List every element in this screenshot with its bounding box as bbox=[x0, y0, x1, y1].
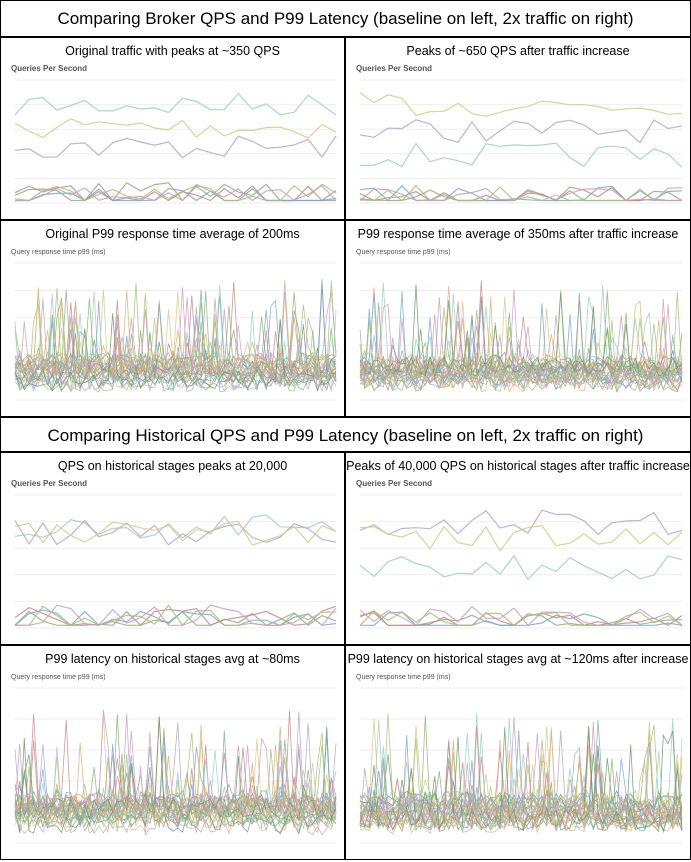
chart-line bbox=[359, 758, 683, 834]
chart-line bbox=[359, 291, 683, 381]
section-title: Comparing Historical QPS and P99 Latency… bbox=[0, 417, 691, 452]
panel-caption: Peaks of ~650 QPS after traffic increase bbox=[406, 44, 630, 58]
chart-line bbox=[359, 319, 683, 392]
chart-line bbox=[14, 303, 337, 393]
chart-label: Query response time p99 (ms) bbox=[356, 249, 451, 256]
chart-line bbox=[359, 298, 683, 387]
chart-line bbox=[359, 291, 683, 386]
chart-line bbox=[14, 709, 337, 817]
panel: P99 response time average of 350ms after… bbox=[345, 220, 691, 417]
chart-screenshot: Queries Per Second bbox=[356, 64, 683, 204]
chart-label: Query response time p99 (ms) bbox=[11, 674, 106, 681]
panel-caption: P99 latency on historical stages avg at … bbox=[347, 652, 689, 666]
chart-line bbox=[14, 287, 337, 377]
chart-screenshot: Query response time p99 (ms) bbox=[11, 674, 337, 844]
chart-label: Queries Per Second bbox=[356, 64, 432, 73]
chart-line bbox=[14, 726, 337, 825]
panel: Original traffic with peaks at ~350 QPS Q… bbox=[0, 37, 345, 220]
chart-line bbox=[14, 135, 337, 159]
chart-screenshot: Query response time p99 (ms) bbox=[356, 674, 683, 844]
chart-line bbox=[14, 771, 337, 830]
panel-caption: QPS on historical stages peaks at 20,000 bbox=[57, 459, 288, 473]
chart-line bbox=[14, 316, 337, 392]
chart-line bbox=[359, 92, 683, 117]
chart-screenshot: Queries Per Second bbox=[356, 479, 683, 629]
chart-line bbox=[359, 184, 683, 202]
chart-line bbox=[359, 727, 683, 833]
panel-caption: P99 latency on historical stages avg at … bbox=[45, 652, 300, 666]
panel: Peaks of ~650 QPS after traffic increase… bbox=[345, 37, 691, 220]
chart-line bbox=[359, 119, 683, 144]
panel-caption: Peaks of 40,000 QPS on historical stages… bbox=[346, 459, 690, 473]
chart-line bbox=[359, 320, 683, 377]
chart-line bbox=[359, 610, 683, 627]
chart-label: Queries Per Second bbox=[356, 479, 432, 488]
chart-line bbox=[359, 282, 683, 374]
chart-line bbox=[359, 142, 683, 168]
section-title: Comparing Broker QPS and P99 Latency (ba… bbox=[0, 0, 691, 37]
panel-caption: P99 response time average of 350ms after… bbox=[357, 227, 679, 241]
chart-line bbox=[14, 716, 337, 822]
chart-line bbox=[14, 92, 337, 116]
chart-line bbox=[359, 733, 683, 821]
chart-line bbox=[359, 524, 683, 552]
chart-line bbox=[14, 118, 337, 139]
panel-caption: Original traffic with peaks at ~350 QPS bbox=[65, 44, 280, 58]
chart-screenshot: Queries Per Second bbox=[11, 64, 337, 204]
chart-screenshot: Queries Per Second bbox=[11, 479, 337, 629]
chart-label: Query response time p99 (ms) bbox=[356, 674, 451, 681]
chart-screenshot: Query response time p99 (ms) bbox=[11, 249, 337, 401]
chart-line bbox=[359, 720, 683, 816]
chart-line bbox=[359, 752, 683, 826]
chart-line bbox=[359, 756, 683, 835]
chart-line bbox=[359, 187, 683, 202]
panel-caption: Original P99 response time average of 20… bbox=[45, 227, 300, 241]
chart-line bbox=[359, 297, 683, 393]
chart-line bbox=[359, 292, 683, 378]
chart-line bbox=[14, 514, 337, 539]
chart-line bbox=[14, 336, 337, 393]
chart-line bbox=[14, 727, 337, 826]
chart-line bbox=[359, 554, 683, 581]
chart-line bbox=[14, 300, 337, 384]
chart-label: Queries Per Second bbox=[11, 64, 87, 73]
chart-line bbox=[14, 313, 337, 392]
chart-line bbox=[359, 605, 683, 627]
chart-line bbox=[14, 737, 337, 835]
panel: P99 latency on historical stages avg at … bbox=[0, 645, 345, 860]
chart-line bbox=[360, 611, 683, 626]
panel: Peaks of 40,000 QPS on historical stages… bbox=[345, 452, 691, 645]
chart-line bbox=[14, 183, 337, 202]
chart-line bbox=[14, 609, 337, 627]
chart-line bbox=[14, 716, 337, 820]
chart-line bbox=[14, 604, 337, 627]
chart-line bbox=[359, 509, 683, 536]
chart-line bbox=[359, 713, 683, 819]
panel: QPS on historical stages peaks at 20,000… bbox=[0, 452, 345, 645]
chart-label: Query response time p99 (ms) bbox=[11, 249, 106, 256]
chart-line bbox=[14, 286, 337, 383]
panel: Original P99 response time average of 20… bbox=[0, 220, 345, 417]
chart-screenshot: Query response time p99 (ms) bbox=[356, 249, 683, 401]
chart-line bbox=[359, 612, 683, 626]
chart-line bbox=[15, 183, 337, 202]
panel: P99 latency on historical stages avg at … bbox=[345, 645, 691, 860]
chart-line bbox=[14, 280, 337, 375]
chart-line bbox=[14, 520, 337, 546]
chart-line bbox=[15, 604, 337, 627]
chart-line bbox=[359, 300, 683, 383]
chart-line bbox=[359, 719, 683, 817]
chart-line bbox=[359, 727, 683, 832]
chart-line bbox=[15, 188, 337, 202]
chart-line bbox=[14, 519, 337, 546]
chart-label: Queries Per Second bbox=[11, 479, 87, 488]
